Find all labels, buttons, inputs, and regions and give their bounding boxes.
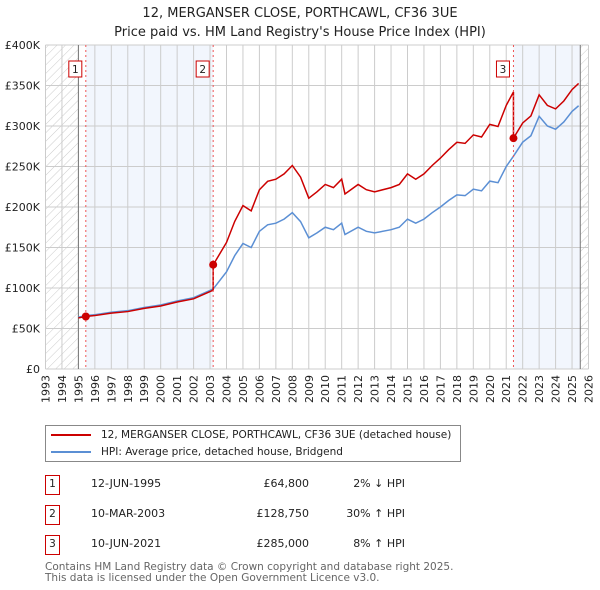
- sale-label-box: [68, 60, 83, 78]
- x-tick-label: 1999: [138, 375, 151, 403]
- legend-swatch: [51, 451, 91, 453]
- sale-marker-box: 2: [45, 505, 60, 525]
- x-tick-label: 2018: [451, 375, 464, 403]
- sale-hpi-diff: 8% ↑ HPI: [353, 537, 405, 550]
- x-tick-label: 2009: [303, 375, 316, 403]
- y-tick-label: £350K: [5, 80, 41, 93]
- y-tick-label: £50K: [12, 323, 41, 336]
- sale-row: 1 12-JUN-1995 £64,800 2% ↓ HPI: [45, 475, 405, 495]
- x-tick-label: 1993: [40, 375, 53, 403]
- x-tick-label: 2022: [517, 375, 530, 403]
- x-tick-label: 2021: [500, 375, 513, 403]
- legend-swatch: [51, 434, 91, 436]
- sale-label-box: [495, 60, 510, 78]
- sale-label: 3: [500, 64, 507, 76]
- x-tick-label: 2017: [434, 375, 447, 403]
- y-tick-label: £0: [26, 363, 40, 376]
- x-tick-label: 2007: [270, 375, 283, 403]
- x-tick-label: 1994: [56, 375, 69, 403]
- y-tick-label: £400K: [5, 39, 41, 52]
- legend-label: 12, MERGANSER CLOSE, PORTHCAWL, CF36 3UE…: [101, 429, 452, 441]
- sale-price: £285,000: [256, 537, 310, 550]
- y-tick-label: £300K: [5, 120, 41, 133]
- x-tick-label: 2012: [352, 375, 365, 403]
- x-tick-label: 2013: [369, 375, 382, 403]
- x-tick-label: 2023: [533, 375, 546, 403]
- legend: 12, MERGANSER CLOSE, PORTHCAWL, CF36 3UE…: [45, 425, 461, 462]
- sale-label-box: [195, 60, 210, 78]
- sale-row: 3 10-JUN-2021 £285,000 8% ↑ HPI: [45, 535, 405, 555]
- legend-item-hpi: HPI: Average price, detached house, Brid…: [51, 444, 343, 460]
- x-tick-label: 2008: [286, 375, 299, 403]
- x-tick-label: 2002: [188, 375, 201, 403]
- x-tick-label: 2004: [221, 375, 234, 403]
- x-tick-label: 2024: [550, 375, 563, 403]
- x-tick-label: 2026: [583, 375, 596, 403]
- sale-hpi-diff: 30% ↑ HPI: [346, 507, 405, 520]
- x-tick-label: 2000: [155, 375, 168, 403]
- x-tick-label: 2006: [253, 375, 266, 403]
- sale-label: 1: [72, 64, 79, 76]
- sale-point: [81, 312, 90, 321]
- sale-date: 12-JUN-1995: [91, 477, 162, 490]
- x-tick-label: 2003: [204, 375, 217, 403]
- footer-line: Contains HM Land Registry data © Crown c…: [45, 561, 454, 573]
- x-tick-label: 2011: [336, 375, 349, 403]
- sale-point: [509, 134, 518, 143]
- x-tick-label: 2020: [484, 375, 497, 403]
- x-tick-label: 1998: [122, 375, 135, 403]
- sale-price: £64,800: [263, 477, 310, 490]
- sale-point: [209, 260, 218, 269]
- chart-title: 12, MERGANSER CLOSE, PORTHCAWL, CF36 3UE…: [0, 4, 600, 42]
- x-tick-label: 2005: [237, 375, 250, 403]
- y-tick-label: £100K: [5, 282, 41, 295]
- sale-row: 2 10-MAR-2003 £128,750 30% ↑ HPI: [45, 505, 405, 525]
- x-tick-label: 2015: [402, 375, 415, 403]
- x-tick-label: 1997: [105, 375, 118, 403]
- title-line: 12, MERGANSER CLOSE, PORTHCAWL, CF36 3UE: [142, 6, 458, 21]
- sale-price: £128,750: [256, 507, 310, 520]
- y-tick-label: £150K: [5, 242, 41, 255]
- property-line: [78, 82, 580, 319]
- y-tick-label: £200K: [5, 201, 41, 214]
- sale-marker-box: 1: [45, 475, 60, 495]
- hpi-line: [78, 105, 580, 318]
- sale-hpi-diff: 2% ↓ HPI: [353, 477, 405, 490]
- x-tick-label: 1995: [72, 375, 85, 403]
- y-tick-label: £250K: [5, 161, 41, 174]
- sale-label: 2: [199, 64, 206, 76]
- x-tick-label: 1996: [89, 375, 102, 403]
- x-tick-label: 2019: [467, 375, 480, 403]
- x-tick-label: 2025: [566, 375, 579, 403]
- x-tick-label: 2016: [418, 375, 431, 403]
- footer-line: This data is licensed under the Open Gov…: [45, 572, 380, 584]
- sale-date: 10-JUN-2021: [91, 537, 162, 550]
- subtitle-line: Price paid vs. HM Land Registry's House …: [114, 25, 486, 40]
- x-tick-label: 2001: [171, 375, 184, 403]
- sale-marker-box: 3: [45, 535, 60, 555]
- legend-label: HPI: Average price, detached house, Brid…: [101, 446, 343, 458]
- x-tick-label: 2014: [385, 375, 398, 403]
- x-tick-label: 2010: [319, 375, 332, 403]
- plot-area: 1993 1994 1995 1996 1997 1998 1999 2000 2001 2002…: [5, 39, 596, 403]
- legend-item-property: 12, MERGANSER CLOSE, PORTHCAWL, CF36 3UE…: [51, 427, 451, 443]
- sale-date: 10-MAR-2003: [91, 507, 166, 520]
- footer: Contains HM Land Registry data © Crown c…: [45, 562, 453, 584]
